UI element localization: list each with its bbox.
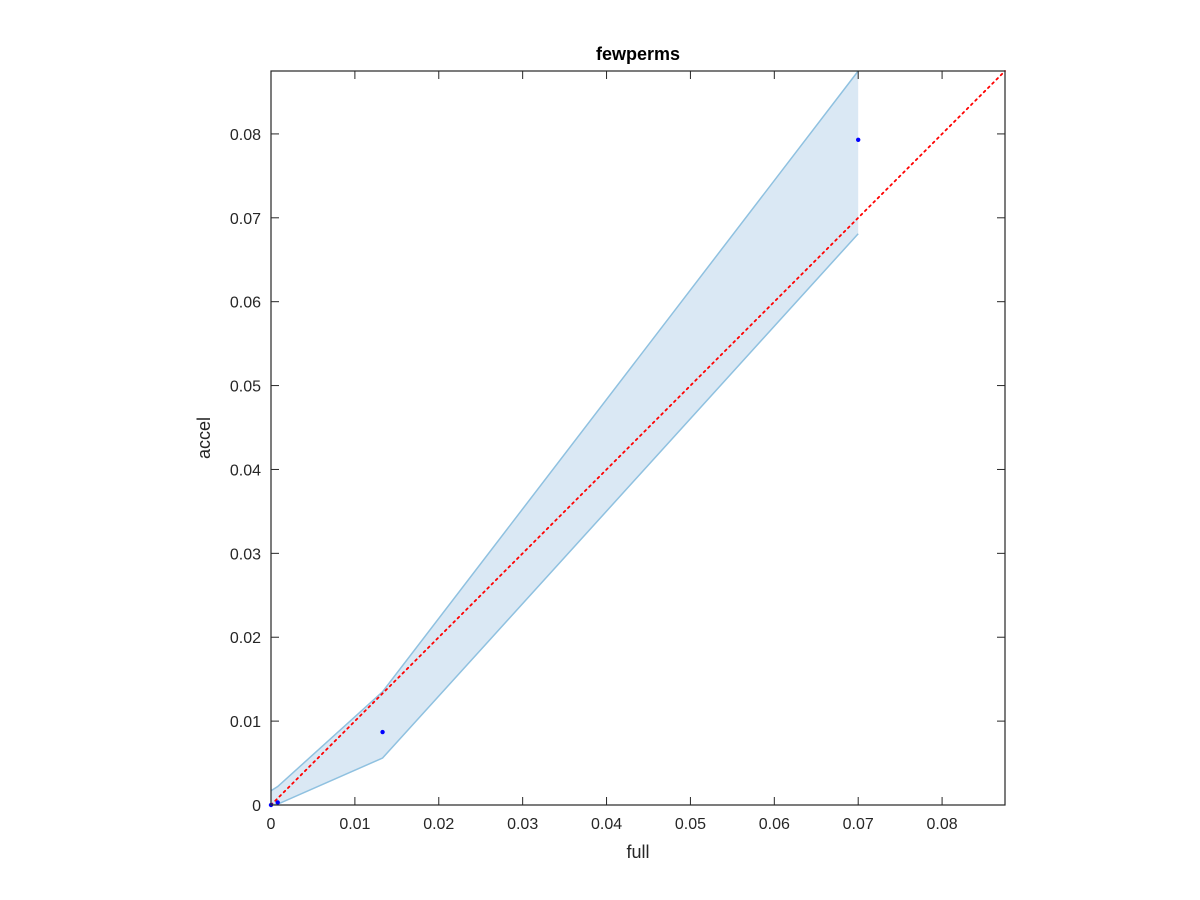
data-point-3 — [856, 137, 861, 142]
x-tick-label: 0.03 — [507, 816, 538, 833]
x-tick-label: 0.07 — [843, 816, 874, 833]
data-point-1 — [275, 800, 280, 805]
x-tick-label: 0.05 — [675, 816, 706, 833]
x-axis-label: full — [626, 842, 649, 862]
y-tick-label: 0.02 — [230, 630, 261, 647]
confidence-band — [271, 71, 859, 805]
y-tick-label: 0.01 — [230, 714, 261, 731]
reference-line — [270, 70, 1006, 806]
y-tick-label: 0.04 — [230, 462, 261, 479]
y-axis-label: accel — [194, 417, 214, 459]
band-upper-edge — [270, 70, 859, 792]
y-tick-label: 0.08 — [230, 127, 261, 144]
y-tick-label: 0.06 — [230, 295, 261, 312]
y-tick-label: 0.07 — [230, 211, 261, 228]
x-tick-label: 0.04 — [591, 816, 622, 833]
x-tick-label: 0.01 — [339, 816, 370, 833]
x-tick-label: 0.02 — [423, 816, 454, 833]
y-tick-label: 0.05 — [230, 379, 261, 396]
y-tick-label: 0.03 — [230, 546, 261, 563]
data-point-2 — [380, 729, 385, 735]
x-tick-label: 0.06 — [759, 816, 790, 833]
y-tick-label: 0 — [252, 798, 261, 815]
axes-box — [270, 70, 1006, 806]
x-tick-label: 0 — [267, 816, 276, 833]
x-tick-label: 0.08 — [927, 816, 958, 833]
chart-title: fewperms — [596, 44, 680, 64]
plot-area: 0 0.01 0.02 0.03 0.04 0.05 0.06 0.07 0.08 0 0.01 0.… — [230, 70, 1006, 833]
